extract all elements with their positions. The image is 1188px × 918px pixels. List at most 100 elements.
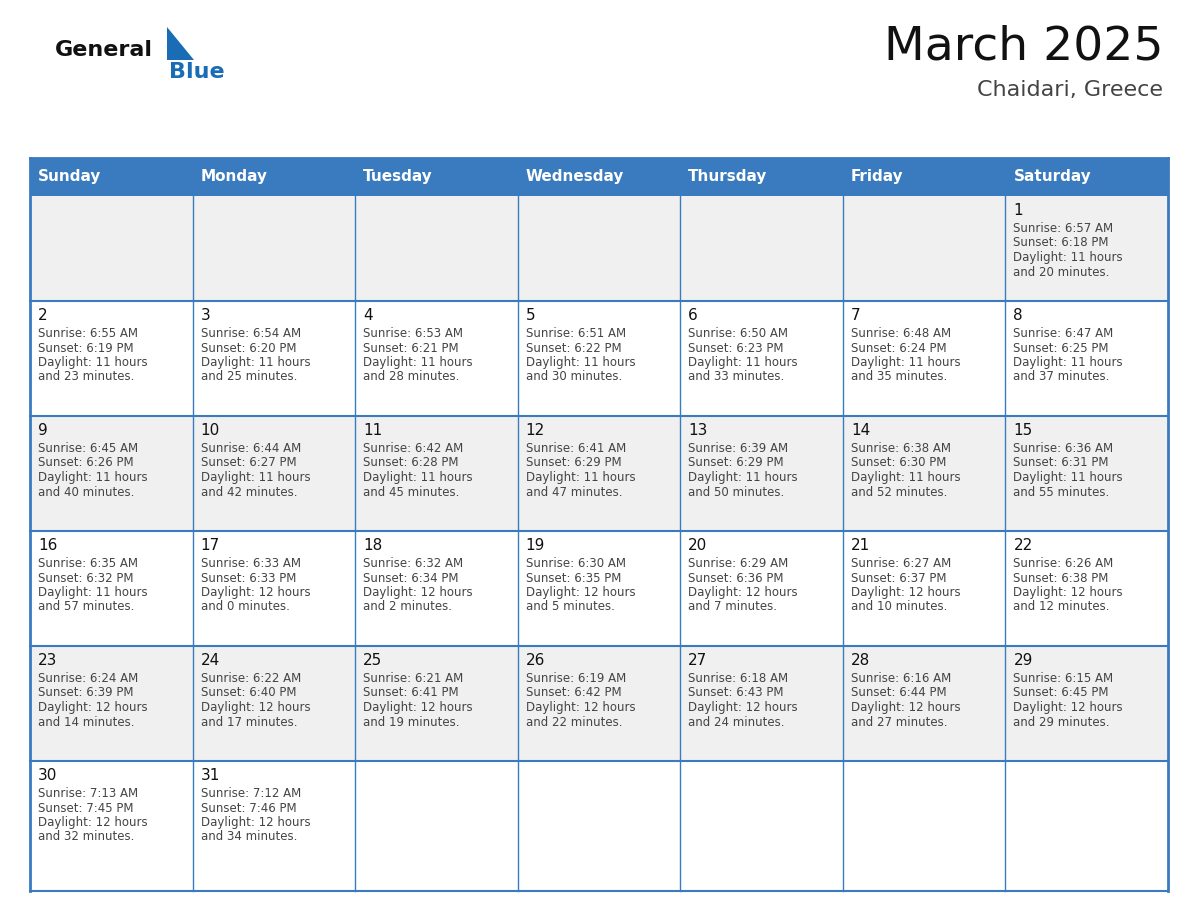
- Text: Sunset: 6:26 PM: Sunset: 6:26 PM: [38, 456, 133, 469]
- Text: Daylight: 12 hours: Daylight: 12 hours: [201, 816, 310, 829]
- Text: 18: 18: [364, 538, 383, 553]
- Text: Daylight: 11 hours: Daylight: 11 hours: [38, 356, 147, 369]
- Text: Daylight: 11 hours: Daylight: 11 hours: [201, 471, 310, 484]
- Text: Daylight: 11 hours: Daylight: 11 hours: [526, 356, 636, 369]
- Text: 7: 7: [851, 308, 860, 323]
- Bar: [30, 646, 1168, 761]
- Text: 30: 30: [38, 768, 57, 783]
- Text: Sunset: 6:43 PM: Sunset: 6:43 PM: [688, 687, 784, 700]
- Text: and 12 minutes.: and 12 minutes.: [1013, 600, 1110, 613]
- Polygon shape: [168, 27, 194, 60]
- Text: Sunset: 6:32 PM: Sunset: 6:32 PM: [38, 572, 133, 585]
- Bar: [30, 196, 1168, 301]
- Text: Sunset: 6:31 PM: Sunset: 6:31 PM: [1013, 456, 1108, 469]
- Text: Sunrise: 7:12 AM: Sunrise: 7:12 AM: [201, 787, 301, 800]
- Text: and 23 minutes.: and 23 minutes.: [38, 371, 134, 384]
- Text: Sunset: 7:45 PM: Sunset: 7:45 PM: [38, 801, 133, 814]
- Text: Daylight: 11 hours: Daylight: 11 hours: [38, 586, 147, 599]
- Text: Sunrise: 6:44 AM: Sunrise: 6:44 AM: [201, 442, 301, 455]
- Text: Daylight: 11 hours: Daylight: 11 hours: [201, 356, 310, 369]
- Text: Daylight: 11 hours: Daylight: 11 hours: [1013, 251, 1123, 264]
- Text: General: General: [55, 40, 153, 60]
- Text: and 35 minutes.: and 35 minutes.: [851, 371, 947, 384]
- Text: Sunset: 6:30 PM: Sunset: 6:30 PM: [851, 456, 946, 469]
- Text: Daylight: 11 hours: Daylight: 11 hours: [526, 471, 636, 484]
- Text: and 50 minutes.: and 50 minutes.: [688, 486, 784, 498]
- Text: Sunset: 6:29 PM: Sunset: 6:29 PM: [526, 456, 621, 469]
- Text: 8: 8: [1013, 308, 1023, 323]
- Text: and 32 minutes.: and 32 minutes.: [38, 831, 134, 844]
- Text: 10: 10: [201, 423, 220, 438]
- Text: 2: 2: [38, 308, 48, 323]
- Text: Daylight: 12 hours: Daylight: 12 hours: [688, 701, 798, 714]
- Text: 14: 14: [851, 423, 870, 438]
- Text: and 30 minutes.: and 30 minutes.: [526, 371, 623, 384]
- Text: and 19 minutes.: and 19 minutes.: [364, 715, 460, 729]
- Text: Daylight: 11 hours: Daylight: 11 hours: [851, 471, 960, 484]
- Text: Sunrise: 6:42 AM: Sunrise: 6:42 AM: [364, 442, 463, 455]
- Text: and 10 minutes.: and 10 minutes.: [851, 600, 947, 613]
- Text: Daylight: 11 hours: Daylight: 11 hours: [688, 356, 798, 369]
- Text: Sunset: 6:39 PM: Sunset: 6:39 PM: [38, 687, 133, 700]
- Text: March 2025: March 2025: [884, 25, 1163, 70]
- Text: 6: 6: [688, 308, 699, 323]
- Text: Sunset: 6:29 PM: Sunset: 6:29 PM: [688, 456, 784, 469]
- Text: Daylight: 12 hours: Daylight: 12 hours: [201, 701, 310, 714]
- Text: Sunrise: 6:35 AM: Sunrise: 6:35 AM: [38, 557, 138, 570]
- Text: 20: 20: [688, 538, 708, 553]
- Text: Daylight: 12 hours: Daylight: 12 hours: [688, 586, 798, 599]
- Text: 27: 27: [688, 653, 708, 668]
- Text: and 28 minutes.: and 28 minutes.: [364, 371, 460, 384]
- Text: and 5 minutes.: and 5 minutes.: [526, 600, 614, 613]
- Text: Sunrise: 6:45 AM: Sunrise: 6:45 AM: [38, 442, 138, 455]
- Text: Friday: Friday: [851, 170, 904, 185]
- Text: Sunset: 6:19 PM: Sunset: 6:19 PM: [38, 341, 133, 354]
- Text: Sunrise: 6:55 AM: Sunrise: 6:55 AM: [38, 327, 138, 340]
- Text: Sunrise: 6:48 AM: Sunrise: 6:48 AM: [851, 327, 950, 340]
- Text: and 14 minutes.: and 14 minutes.: [38, 715, 134, 729]
- Text: Sunrise: 6:24 AM: Sunrise: 6:24 AM: [38, 672, 138, 685]
- Text: Sunset: 7:46 PM: Sunset: 7:46 PM: [201, 801, 296, 814]
- Text: Sunset: 6:41 PM: Sunset: 6:41 PM: [364, 687, 459, 700]
- Text: Sunrise: 7:13 AM: Sunrise: 7:13 AM: [38, 787, 138, 800]
- Text: and 40 minutes.: and 40 minutes.: [38, 486, 134, 498]
- Text: Sunrise: 6:29 AM: Sunrise: 6:29 AM: [688, 557, 789, 570]
- Text: Sunset: 6:37 PM: Sunset: 6:37 PM: [851, 572, 947, 585]
- Text: Sunrise: 6:53 AM: Sunrise: 6:53 AM: [364, 327, 463, 340]
- Text: Sunset: 6:25 PM: Sunset: 6:25 PM: [1013, 341, 1108, 354]
- Text: and 24 minutes.: and 24 minutes.: [688, 715, 785, 729]
- Text: Daylight: 12 hours: Daylight: 12 hours: [38, 816, 147, 829]
- Text: Sunrise: 6:32 AM: Sunrise: 6:32 AM: [364, 557, 463, 570]
- Text: Sunset: 6:44 PM: Sunset: 6:44 PM: [851, 687, 947, 700]
- Text: Sunrise: 6:39 AM: Sunrise: 6:39 AM: [688, 442, 789, 455]
- Text: 3: 3: [201, 308, 210, 323]
- Text: Sunset: 6:21 PM: Sunset: 6:21 PM: [364, 341, 459, 354]
- Text: Sunset: 6:28 PM: Sunset: 6:28 PM: [364, 456, 459, 469]
- Text: Sunrise: 6:22 AM: Sunrise: 6:22 AM: [201, 672, 301, 685]
- Text: and 45 minutes.: and 45 minutes.: [364, 486, 460, 498]
- Text: and 22 minutes.: and 22 minutes.: [526, 715, 623, 729]
- Text: Sunset: 6:36 PM: Sunset: 6:36 PM: [688, 572, 784, 585]
- Text: and 37 minutes.: and 37 minutes.: [1013, 371, 1110, 384]
- Text: and 52 minutes.: and 52 minutes.: [851, 486, 947, 498]
- Text: Sunrise: 6:18 AM: Sunrise: 6:18 AM: [688, 672, 789, 685]
- Text: Sunrise: 6:47 AM: Sunrise: 6:47 AM: [1013, 327, 1113, 340]
- Bar: [30, 158, 1168, 196]
- Text: Sunset: 6:20 PM: Sunset: 6:20 PM: [201, 341, 296, 354]
- Text: Sunset: 6:18 PM: Sunset: 6:18 PM: [1013, 237, 1108, 250]
- Text: Sunrise: 6:15 AM: Sunrise: 6:15 AM: [1013, 672, 1113, 685]
- Text: Daylight: 12 hours: Daylight: 12 hours: [1013, 586, 1123, 599]
- Text: and 0 minutes.: and 0 minutes.: [201, 600, 290, 613]
- Text: Sunset: 6:34 PM: Sunset: 6:34 PM: [364, 572, 459, 585]
- Text: Blue: Blue: [169, 62, 225, 82]
- Text: Sunrise: 6:38 AM: Sunrise: 6:38 AM: [851, 442, 950, 455]
- Text: Sunrise: 6:27 AM: Sunrise: 6:27 AM: [851, 557, 952, 570]
- Text: Sunrise: 6:36 AM: Sunrise: 6:36 AM: [1013, 442, 1113, 455]
- Bar: [30, 301, 1168, 416]
- Text: 21: 21: [851, 538, 870, 553]
- Text: and 34 minutes.: and 34 minutes.: [201, 831, 297, 844]
- Text: and 7 minutes.: and 7 minutes.: [688, 600, 777, 613]
- Text: 12: 12: [526, 423, 545, 438]
- Text: Sunrise: 6:30 AM: Sunrise: 6:30 AM: [526, 557, 626, 570]
- Text: Sunrise: 6:19 AM: Sunrise: 6:19 AM: [526, 672, 626, 685]
